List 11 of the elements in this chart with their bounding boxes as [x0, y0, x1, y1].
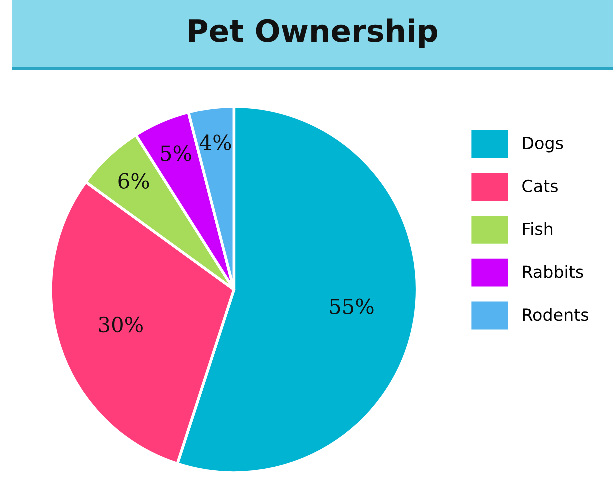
legend-label: Cats — [522, 180, 558, 192]
data-label: 4% — [200, 134, 232, 150]
legend-label: Rabbits — [523, 265, 584, 278]
legend-label: Fish — [523, 222, 553, 236]
data-label: 30% — [99, 316, 143, 333]
legend-label: Rodents — [523, 308, 589, 322]
chart-title: Pet Ownership — [189, 18, 438, 48]
data-label: 55% — [330, 298, 374, 314]
data-label: 6% — [118, 173, 150, 190]
legend-label: Dogs — [523, 137, 564, 153]
data-label: 5% — [161, 146, 192, 162]
